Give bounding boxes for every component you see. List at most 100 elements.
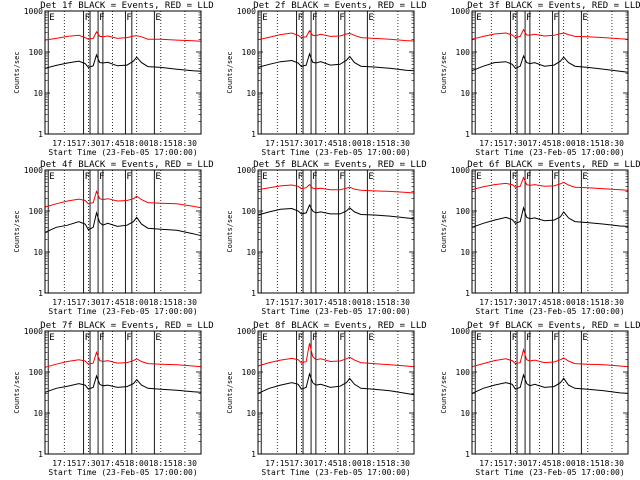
x-tick-label: 17:30 xyxy=(76,139,100,148)
x-tick-label: 18:30 xyxy=(600,459,624,468)
plot-frame xyxy=(257,10,415,135)
y-tick-label: 1 xyxy=(38,289,43,298)
y-tick-label: 100 xyxy=(456,368,471,377)
y-axis-label: Counts/sec xyxy=(226,210,234,252)
y-tick-label: 1 xyxy=(465,450,470,459)
marker-label: F xyxy=(526,172,531,182)
marker-label: F xyxy=(553,13,558,23)
y-axis-label: Counts/sec xyxy=(13,371,21,413)
x-axis-label: Start Time (23-Feb-05 17:00:00) xyxy=(475,307,624,316)
y-tick-label: 100 xyxy=(456,207,471,216)
marker-label: F xyxy=(99,172,104,182)
x-tick-label: 17:15 xyxy=(265,298,289,307)
marker-label: F xyxy=(126,13,131,23)
marker-label: F xyxy=(126,333,131,343)
marker-label: E xyxy=(476,172,481,182)
lld-series-line xyxy=(44,189,202,209)
y-tick-label: 1000 xyxy=(24,327,43,336)
y-tick-label: 1 xyxy=(465,130,470,139)
y-tick-label: 1000 xyxy=(237,7,256,16)
marker-label: E xyxy=(49,13,54,23)
marker-label: E xyxy=(582,13,587,23)
y-tick-label: 1 xyxy=(465,289,470,298)
x-tick-label: 17:15 xyxy=(52,298,76,307)
x-tick-label: 17:15 xyxy=(52,459,76,468)
y-tick-label: 10 xyxy=(33,89,43,98)
x-tick-label: 18:30 xyxy=(386,139,410,148)
x-tick-label: 17:30 xyxy=(289,139,313,148)
marker-label: E xyxy=(262,333,267,343)
marker-label: F xyxy=(298,13,303,23)
y-tick-label: 1000 xyxy=(237,327,256,336)
x-tick-label: 17:30 xyxy=(289,298,313,307)
lld-series-line xyxy=(471,28,629,40)
x-axis-label: Start Time (23-Feb-05 17:00:00) xyxy=(261,468,410,477)
events-series-line xyxy=(471,54,629,73)
panel-title: Det 1f BLACK = Events, RED = LLD xyxy=(40,1,213,11)
x-axis-label: Start Time (23-Feb-05 17:00:00) xyxy=(261,307,410,316)
x-tick-label: 17:45 xyxy=(527,298,551,307)
x-tick-label: 17:30 xyxy=(289,459,313,468)
y-tick-label: 1 xyxy=(251,130,256,139)
y-tick-label: 1 xyxy=(38,130,43,139)
marker-label: F xyxy=(298,172,303,182)
marker-label: F xyxy=(312,172,317,182)
y-tick-label: 1000 xyxy=(24,7,43,16)
x-tick-label: 17:30 xyxy=(76,459,100,468)
x-tick-label: 18:15 xyxy=(362,139,386,148)
x-tick-label: 17:45 xyxy=(100,298,124,307)
y-tick-label: 10 xyxy=(33,409,43,418)
marker-label: F xyxy=(339,172,344,182)
marker-label: F xyxy=(312,333,317,343)
x-axis-label: Start Time (23-Feb-05 17:00:00) xyxy=(475,468,624,477)
x-tick-label: 17:15 xyxy=(52,139,76,148)
y-axis-label: Counts/sec xyxy=(440,210,448,252)
lld-series-line xyxy=(257,29,415,42)
x-tick-label: 17:45 xyxy=(527,459,551,468)
x-tick-label: 18:30 xyxy=(600,139,624,148)
x-tick-label: 18:15 xyxy=(149,459,173,468)
plot-frame xyxy=(257,330,415,455)
panel-title: Det 2f BLACK = Events, RED = LLD xyxy=(253,1,426,11)
marker-label: F xyxy=(298,333,303,343)
panel-title: Det 3f BLACK = Events, RED = LLD xyxy=(467,1,640,11)
x-tick-label: 17:15 xyxy=(479,459,503,468)
x-axis-label: Start Time (23-Feb-05 17:00:00) xyxy=(261,148,410,157)
marker-label: F xyxy=(553,333,558,343)
x-tick-label: 17:45 xyxy=(100,139,124,148)
x-tick-label: 17:30 xyxy=(503,139,527,148)
marker-label: F xyxy=(526,13,531,23)
x-tick-label: 17:45 xyxy=(313,139,337,148)
x-axis-label: Start Time (23-Feb-05 17:00:00) xyxy=(475,148,624,157)
panel-title: Det 7f BLACK = Events, RED = LLD xyxy=(40,321,213,331)
y-tick-label: 1000 xyxy=(237,166,256,175)
y-tick-label: 1000 xyxy=(451,166,470,175)
x-tick-label: 18:00 xyxy=(552,459,576,468)
x-tick-label: 18:15 xyxy=(362,459,386,468)
y-axis-label: Counts/sec xyxy=(13,51,21,93)
y-tick-label: 1 xyxy=(251,450,256,459)
events-series-line xyxy=(257,372,415,396)
x-tick-label: 18:30 xyxy=(600,298,624,307)
x-tick-label: 17:45 xyxy=(313,459,337,468)
y-tick-label: 10 xyxy=(33,248,43,257)
x-axis-label: Start Time (23-Feb-05 17:00:00) xyxy=(48,307,197,316)
lld-series-line xyxy=(257,183,415,194)
marker-label: E xyxy=(368,172,373,182)
x-tick-label: 18:30 xyxy=(173,459,197,468)
y-tick-label: 10 xyxy=(246,89,256,98)
y-tick-label: 1 xyxy=(38,450,43,459)
events-series-line xyxy=(257,52,415,72)
x-tick-label: 18:15 xyxy=(362,298,386,307)
x-tick-label: 18:15 xyxy=(576,298,600,307)
plot-frame xyxy=(471,10,629,135)
y-tick-label: 10 xyxy=(460,89,470,98)
marker-label: F xyxy=(553,172,558,182)
marker-label: E xyxy=(155,333,160,343)
